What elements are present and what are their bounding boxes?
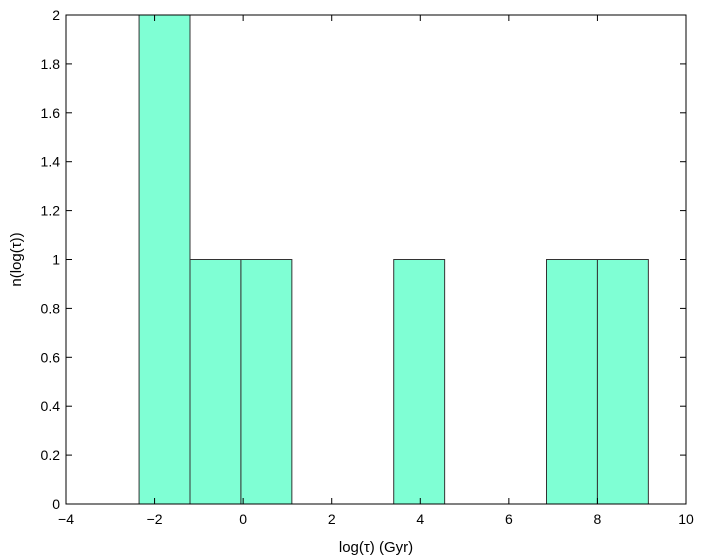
y-tick-label: 2 xyxy=(52,7,60,23)
histogram-bar-5 xyxy=(393,259,446,505)
plot-frame xyxy=(65,14,687,505)
x-tick-label: 0 xyxy=(239,511,247,527)
x-tick-label: 2 xyxy=(328,511,336,527)
y-tick-label: 1.2 xyxy=(41,203,61,219)
x-tick-label: −2 xyxy=(147,511,163,527)
y-tick-label: 1 xyxy=(52,252,60,268)
histogram-bar-0 xyxy=(138,14,191,505)
x-tick-label: 6 xyxy=(505,511,513,527)
y-tick-label: 1.8 xyxy=(41,56,61,72)
y-tick-label: 0 xyxy=(52,496,60,512)
y-tick-label: 1.6 xyxy=(41,105,61,121)
y-tick-label: 0.4 xyxy=(41,398,61,414)
histogram-bar-1 xyxy=(189,259,242,505)
y-axis-label: n(log(τ)) xyxy=(8,232,25,286)
x-axis-label: log(τ) (Gyr) xyxy=(339,539,413,556)
x-tick-label: 10 xyxy=(678,511,694,527)
y-tick-label: 0.6 xyxy=(41,349,61,365)
histogram-bar-2 xyxy=(240,259,293,505)
x-tick-label: 4 xyxy=(416,511,424,527)
y-tick-label: 0.2 xyxy=(41,447,61,463)
x-tick-label: 8 xyxy=(594,511,602,527)
histogram-bar-8 xyxy=(546,259,598,505)
x-tick-label: −4 xyxy=(58,511,74,527)
y-tick-label: 1.4 xyxy=(41,154,61,170)
histogram-bar-9 xyxy=(596,259,649,505)
histogram-bars xyxy=(138,14,649,505)
y-tick-label: 0.8 xyxy=(41,300,61,316)
